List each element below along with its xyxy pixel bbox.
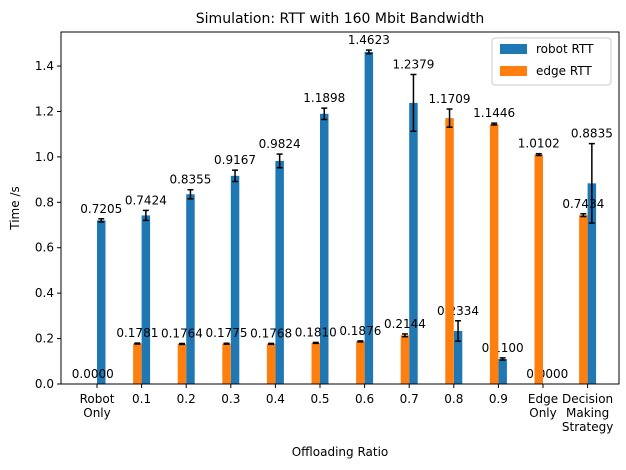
data-label: 0.0000	[526, 367, 568, 381]
data-label: 0.9167	[214, 153, 256, 167]
bar-0	[97, 220, 106, 384]
y-tick-label: 1.2	[35, 104, 54, 118]
bar-0	[498, 359, 507, 384]
chart-title: Simulation: RTT with 160 Mbit Bandwidth	[196, 11, 484, 27]
data-label: 1.4623	[348, 33, 390, 47]
bar-0	[409, 102, 418, 385]
data-label: 0.7434	[562, 197, 604, 211]
legend-label-robot-rtt: robot RTT	[536, 42, 594, 56]
data-label: 0.1781	[116, 326, 158, 340]
bar-1	[177, 343, 187, 384]
data-label: 1.1898	[303, 91, 345, 105]
x-tick-label: 0.9	[489, 392, 508, 406]
bar-1	[311, 342, 320, 384]
bar-1	[579, 215, 588, 384]
data-label: 0.2334	[437, 304, 479, 318]
data-label: 0.1876	[339, 324, 381, 338]
data-label: 0.1775	[206, 326, 248, 340]
bar-1	[534, 154, 543, 384]
bar-0	[320, 113, 329, 384]
x-axis-label: Offloading Ratio	[292, 445, 389, 459]
data-label: 0.9824	[259, 137, 301, 151]
data-label: 0.8355	[169, 173, 211, 187]
y-tick-label: 0.6	[35, 241, 54, 255]
bar-0	[230, 175, 240, 384]
x-tick-label: Robot Only	[80, 392, 115, 420]
legend-label-edge-rtt: edge RTT	[536, 64, 592, 78]
bar-0	[186, 194, 195, 384]
x-tick-label: 0.5	[310, 392, 329, 406]
bar-0	[141, 215, 151, 384]
bar-1	[400, 335, 410, 384]
plot-frame	[60, 31, 620, 385]
bar-1	[133, 343, 142, 384]
y-tick-label: 1.4	[35, 59, 54, 73]
data-label: 1.1446	[473, 106, 515, 120]
data-label: 0.2144	[384, 317, 426, 331]
data-label: 0.7205	[80, 202, 122, 216]
x-tick-label: 0.6	[355, 392, 374, 406]
bar-0	[364, 51, 374, 385]
y-tick-label: 0.0	[35, 377, 54, 391]
legend-swatch-edge-rtt	[500, 66, 527, 76]
data-label: 0.1768	[250, 326, 292, 340]
y-tick-label: 0.2	[35, 332, 54, 346]
y-tick-label: 0.8	[35, 195, 54, 209]
x-tick-label: 0.7	[400, 392, 419, 406]
x-tick-label: 0.2	[177, 392, 196, 406]
data-label: 1.1709	[429, 92, 471, 106]
plot-area: 0.0 0.2 0.4 0.6 0.8 1.0 1.2 1.4 Robot Only 0.1 0.2 0…	[35, 33, 613, 434]
y-tick-label: 0.4	[35, 286, 54, 300]
data-label: 0.7424	[125, 193, 167, 207]
x-tick-label: 0.8	[444, 392, 463, 406]
x-tick-label: 0.3	[221, 392, 240, 406]
x-tick-label: 0.4	[266, 392, 285, 406]
bar-1	[445, 118, 454, 385]
bar-1	[266, 343, 276, 384]
x-tick-label: Decision Making Strategy	[562, 392, 613, 434]
data-label: 1.0102	[518, 137, 560, 151]
bar-1	[222, 343, 231, 384]
bar-1	[489, 124, 499, 384]
x-tick-label: 0.1	[132, 392, 151, 406]
bar-0	[453, 330, 463, 384]
x-tick-label: Edge Only	[528, 392, 558, 420]
data-label: 1.2379	[392, 57, 434, 71]
data-label: 0.1764	[161, 326, 203, 340]
legend: robot RTT edge RTT	[491, 37, 612, 86]
data-label: 0.8835	[571, 127, 613, 141]
y-axis-label: Time /s	[8, 186, 22, 230]
data-label: 0.0000	[72, 367, 114, 381]
y-tick-label: 1.0	[35, 150, 54, 164]
bar-0	[587, 183, 597, 384]
data-label: 0.1810	[295, 325, 337, 339]
bar-0	[275, 160, 284, 384]
bar-1	[356, 341, 365, 384]
legend-swatch-robot-rtt	[500, 44, 527, 54]
data-label: 0.1100	[482, 341, 524, 355]
